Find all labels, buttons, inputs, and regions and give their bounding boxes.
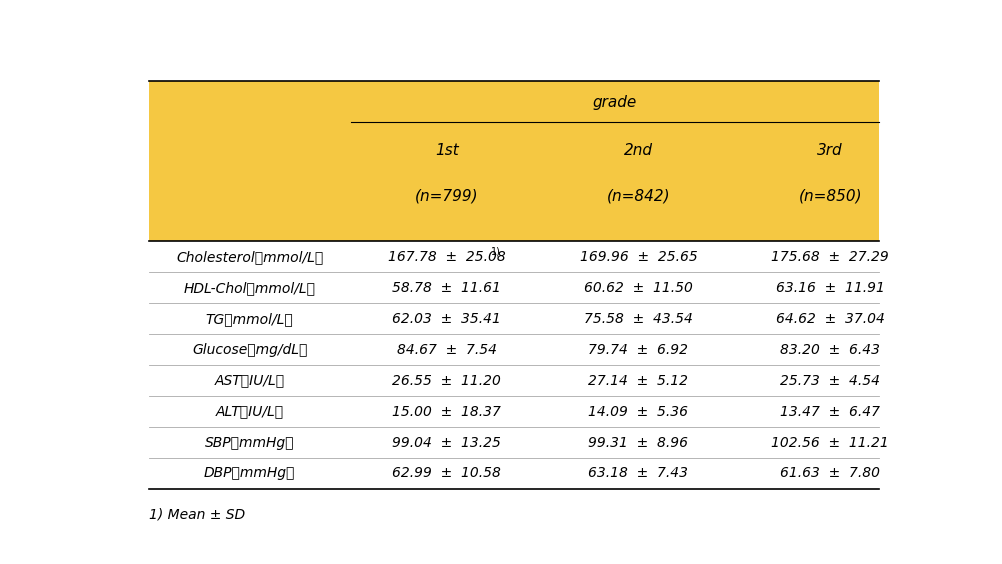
Text: 58.78  ±  11.61: 58.78 ± 11.61: [392, 281, 501, 295]
Text: grade: grade: [592, 95, 636, 110]
Text: 13.47  ±  6.47: 13.47 ± 6.47: [780, 404, 880, 418]
Text: 1): 1): [491, 246, 500, 256]
Text: 99.31  ±  8.96: 99.31 ± 8.96: [588, 435, 687, 450]
Text: 25.73  ±  4.54: 25.73 ± 4.54: [780, 373, 880, 387]
Text: 75.58  ±  43.54: 75.58 ± 43.54: [583, 312, 692, 326]
Text: Cholesterol（mmol/L）: Cholesterol（mmol/L）: [176, 250, 323, 264]
Text: 2nd: 2nd: [623, 143, 652, 158]
Text: 26.55  ±  11.20: 26.55 ± 11.20: [392, 373, 501, 387]
Text: 60.62  ±  11.50: 60.62 ± 11.50: [583, 281, 692, 295]
Text: (n=850): (n=850): [798, 188, 861, 203]
Text: 84.67  ±  7.54: 84.67 ± 7.54: [396, 343, 496, 356]
Text: 63.18  ±  7.43: 63.18 ± 7.43: [588, 466, 687, 481]
Text: 63.16  ±  11.91: 63.16 ± 11.91: [775, 281, 884, 295]
Text: 62.03  ±  35.41: 62.03 ± 35.41: [392, 312, 501, 326]
Text: 102.56  ±  11.21: 102.56 ± 11.21: [771, 435, 888, 450]
Text: HDL-Chol（mmol/L）: HDL-Chol（mmol/L）: [183, 281, 316, 295]
Text: Glucose（mg/dL）: Glucose（mg/dL）: [191, 343, 308, 356]
Text: 79.74  ±  6.92: 79.74 ± 6.92: [588, 343, 687, 356]
Text: (n=799): (n=799): [415, 188, 478, 203]
Text: SBP（mmHg）: SBP（mmHg）: [204, 435, 295, 450]
Text: 99.04  ±  13.25: 99.04 ± 13.25: [392, 435, 501, 450]
Text: 169.96  ±  25.65: 169.96 ± 25.65: [579, 250, 696, 264]
Text: (n=842): (n=842): [606, 188, 669, 203]
Text: ALT（IU/L）: ALT（IU/L）: [215, 404, 284, 418]
FancyBboxPatch shape: [148, 81, 879, 241]
Text: 14.09  ±  5.36: 14.09 ± 5.36: [588, 404, 687, 418]
Text: 27.14  ±  5.12: 27.14 ± 5.12: [588, 373, 687, 387]
Text: 64.62  ±  37.04: 64.62 ± 37.04: [775, 312, 884, 326]
Text: 1st: 1st: [434, 143, 458, 158]
Text: AST（IU/L）: AST（IU/L）: [214, 373, 285, 387]
Text: 167.78  ±  25.08: 167.78 ± 25.08: [388, 250, 505, 264]
Text: 61.63  ±  7.80: 61.63 ± 7.80: [780, 466, 880, 481]
Text: 62.99  ±  10.58: 62.99 ± 10.58: [392, 466, 501, 481]
Text: 1) Mean ± SD: 1) Mean ± SD: [148, 508, 244, 522]
Text: TG（mmol/L）: TG（mmol/L）: [205, 312, 294, 326]
Text: 15.00  ±  18.37: 15.00 ± 18.37: [392, 404, 501, 418]
Text: 83.20  ±  6.43: 83.20 ± 6.43: [780, 343, 880, 356]
Text: 3rd: 3rd: [817, 143, 842, 158]
Text: DBP（mmHg）: DBP（mmHg）: [203, 466, 296, 481]
Text: 175.68  ±  27.29: 175.68 ± 27.29: [771, 250, 888, 264]
